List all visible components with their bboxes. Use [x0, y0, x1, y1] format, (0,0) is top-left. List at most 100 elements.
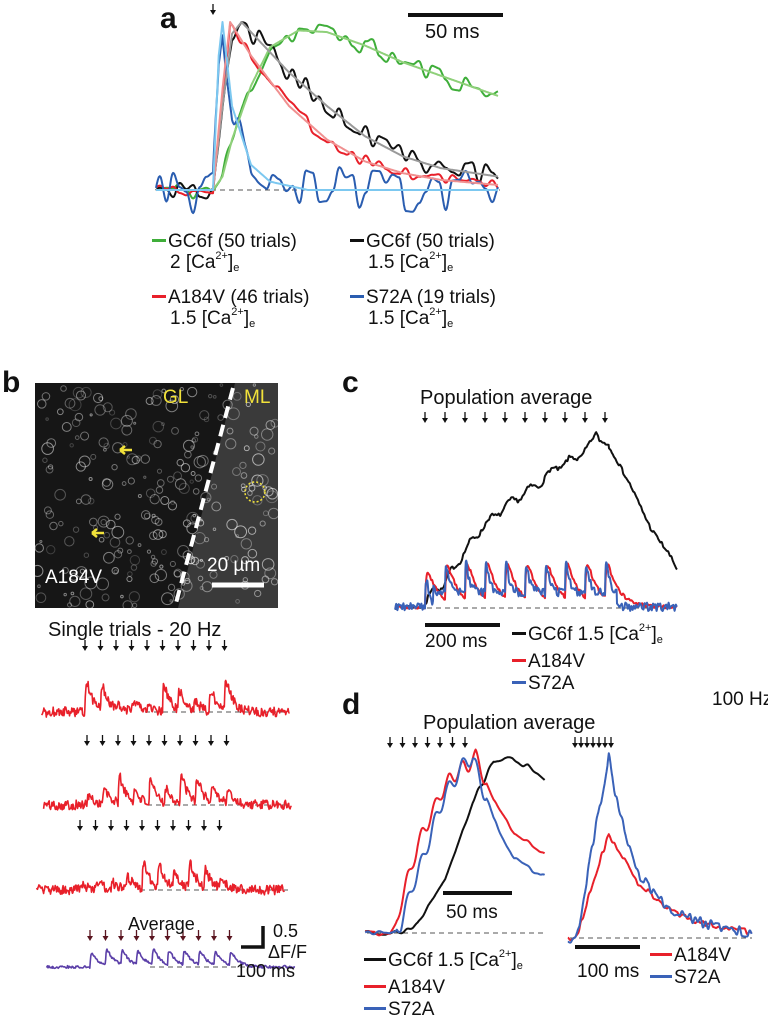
arrow-head — [170, 826, 176, 831]
legend-d-a184v: A184V — [364, 977, 523, 999]
arrow-head — [502, 418, 508, 423]
cell-texture — [234, 525, 248, 539]
cell-texture — [252, 383, 257, 387]
cell-texture — [240, 483, 246, 489]
legend-conc: 1.5 [Ca — [170, 308, 232, 329]
stimulus-arrow — [115, 735, 121, 746]
stimulus-arrow — [82, 640, 88, 651]
cell-texture — [35, 592, 47, 604]
arrow-head — [164, 936, 171, 941]
molecular-layer-region — [178, 383, 278, 608]
cell-texture — [251, 474, 264, 487]
cell-texture — [61, 422, 72, 432]
cell-texture — [80, 386, 92, 398]
cell-texture — [190, 556, 200, 566]
arrow-head — [201, 826, 207, 831]
cell-texture — [212, 394, 217, 399]
cell-texture — [189, 479, 194, 484]
cell-texture — [174, 478, 187, 490]
cell-texture — [235, 599, 240, 604]
arrow-head — [144, 646, 150, 651]
cell-texture — [47, 464, 54, 470]
cell-texture — [109, 537, 121, 548]
cell-texture — [193, 455, 206, 469]
cell-texture — [74, 412, 84, 422]
cell-texture — [158, 530, 167, 539]
arrow-head — [462, 743, 468, 748]
arrow-head — [412, 743, 418, 748]
legend-conc: 2 [Ca — [170, 252, 216, 273]
cell-texture — [182, 519, 191, 528]
arrow-head — [422, 418, 428, 423]
stimulus-arrow — [206, 640, 212, 651]
cell-texture — [173, 568, 183, 578]
cell-texture — [145, 397, 154, 406]
arrow-head — [437, 743, 443, 748]
cell-texture — [254, 589, 262, 598]
cell-texture — [262, 510, 269, 517]
cell-texture — [151, 515, 160, 525]
stimulus-arrow — [211, 930, 217, 941]
stimulus-arrow — [192, 735, 199, 746]
cell-texture — [261, 575, 270, 584]
cell-texture — [132, 602, 138, 608]
stimulus-arrow — [84, 735, 90, 746]
cell-texture — [129, 554, 141, 566]
cell-texture — [120, 594, 124, 599]
cell-texture — [43, 506, 52, 515]
micrograph — [31, 383, 280, 611]
cell-texture — [122, 600, 133, 611]
arrow-head — [192, 741, 199, 746]
cell-texture — [192, 488, 200, 495]
stimulus-arrow — [146, 735, 152, 746]
fit-a-1 — [155, 21, 499, 191]
scale-bar-label-d-right: 100 ms — [577, 961, 640, 982]
cell-texture — [131, 455, 140, 465]
sub: e — [447, 262, 454, 274]
trial-trace-2 — [35, 859, 286, 896]
cell-texture — [152, 420, 165, 433]
stimulus-arrow — [482, 412, 488, 423]
cell-texture — [255, 441, 266, 452]
legend-swatch — [350, 239, 364, 242]
cell-texture — [34, 543, 44, 553]
cell-texture — [149, 494, 160, 505]
layer-label-gl: GL — [163, 387, 189, 408]
trace-c-gc6f — [394, 431, 678, 610]
legend-label: GC6f 1.5 [Ca — [388, 950, 499, 971]
cell-texture — [69, 443, 74, 448]
legend-c-s72a: S72A — [512, 673, 663, 695]
cell-texture — [199, 558, 204, 562]
stimulus-arrow — [602, 737, 608, 748]
arrow-head — [584, 743, 590, 748]
cell-texture — [194, 431, 200, 437]
yellow-arrow-icon — [91, 528, 104, 538]
cell-texture — [241, 556, 249, 565]
cell-texture — [261, 558, 275, 571]
stimulus-arrow — [102, 930, 109, 941]
arrow-head — [84, 741, 90, 746]
legend-swatch — [512, 632, 526, 635]
cell-texture — [211, 501, 222, 512]
stimulus-arrow — [424, 737, 431, 748]
cell-texture — [111, 525, 125, 539]
cell-texture — [206, 497, 211, 502]
cell-texture — [121, 424, 133, 436]
cell-texture — [149, 573, 160, 584]
cell-texture — [170, 499, 176, 505]
cell-texture — [114, 513, 121, 520]
stimulus-arrow — [133, 930, 140, 941]
arrow-head — [180, 936, 186, 941]
cell-texture — [103, 442, 110, 450]
stimulus-arrow — [149, 930, 155, 941]
arrow-head — [113, 646, 119, 651]
sub: e — [656, 634, 663, 646]
panel-label-d: d — [342, 688, 361, 721]
sup: 2+ — [638, 622, 652, 634]
legend-c-a184v: A184V — [512, 651, 663, 673]
cell-texture — [159, 564, 164, 569]
cell-texture — [194, 474, 203, 482]
sup: 2+ — [231, 306, 244, 318]
